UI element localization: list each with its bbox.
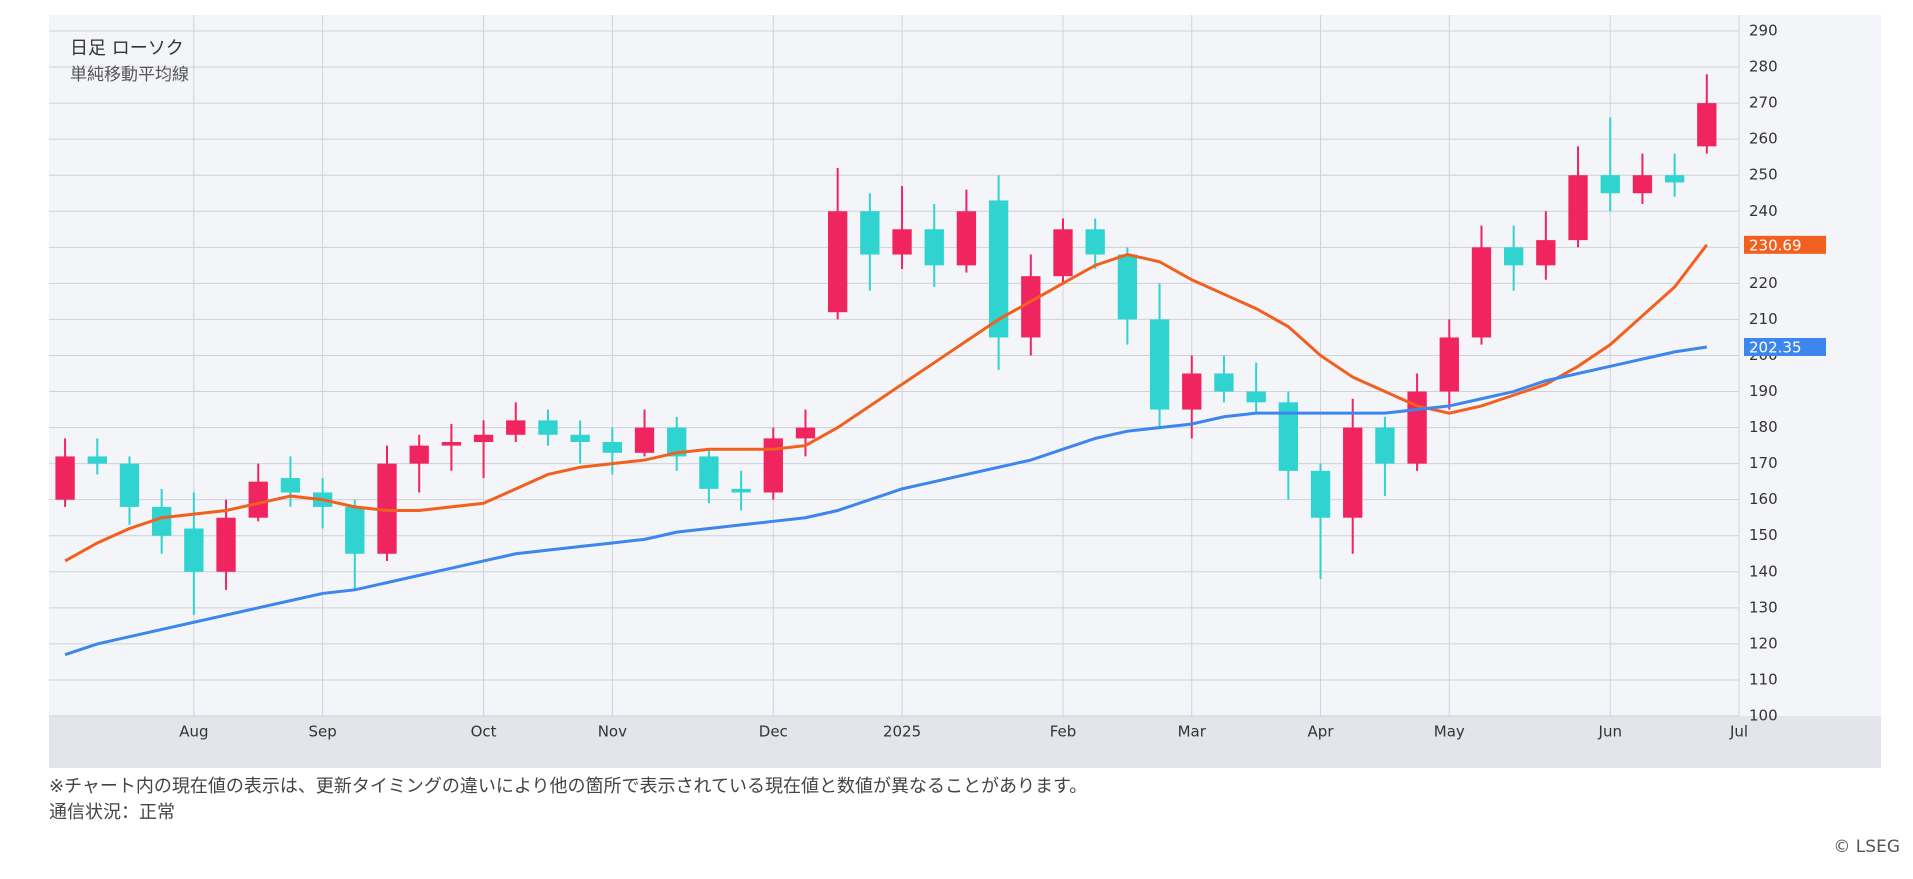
- x-axis-band: [49, 716, 1881, 768]
- candle-body: [1697, 103, 1717, 147]
- y-tick-label: 120: [1749, 634, 1778, 652]
- x-tick-label: Feb: [1050, 723, 1077, 741]
- candle-body: [1085, 229, 1105, 255]
- x-tick-label: Dec: [759, 723, 788, 741]
- candle-body: [1182, 373, 1202, 410]
- candle-body: [216, 517, 236, 572]
- last-value-label: 202.35: [1749, 339, 1802, 357]
- candle-body: [248, 481, 268, 518]
- candle-body: [667, 427, 687, 457]
- candle-body: [184, 528, 204, 572]
- candle-body: [280, 478, 301, 493]
- candle-body: [152, 506, 172, 536]
- candle-body: [1214, 373, 1234, 392]
- x-tick-label: Mar: [1178, 723, 1207, 741]
- candle-body: [699, 456, 719, 489]
- x-tick-label: 2025: [883, 723, 921, 741]
- y-tick-label: 240: [1749, 202, 1778, 220]
- candle-body: [473, 434, 494, 442]
- y-tick-label: 100: [1749, 707, 1778, 725]
- candle-body: [409, 445, 429, 464]
- y-tick-label: 270: [1749, 94, 1778, 112]
- candle-body: [1343, 427, 1363, 518]
- x-tick-label: Nov: [598, 723, 627, 741]
- x-tick-label: Oct: [471, 723, 497, 741]
- moving-average: [64, 243, 1709, 563]
- candle-body: [988, 200, 1009, 338]
- candle-body: [795, 427, 816, 439]
- candle-body: [1504, 247, 1524, 266]
- y-tick-label: 190: [1749, 382, 1778, 400]
- candle-body: [828, 211, 848, 313]
- last-value-label: 230.69: [1749, 236, 1802, 254]
- note: 通信状況：正常: [49, 802, 175, 823]
- x-tick-label: Sep: [308, 723, 336, 741]
- candle-body: [1053, 229, 1073, 277]
- candle-body: [1471, 247, 1492, 338]
- candle-body: [377, 463, 397, 554]
- candle-body: [1632, 175, 1653, 194]
- candle-body: [538, 420, 558, 435]
- x-tick-label: Aug: [179, 723, 208, 741]
- candle-body: [763, 438, 783, 493]
- x-tick-label: Jul: [1729, 723, 1748, 741]
- y-tick-label: 140: [1749, 562, 1778, 580]
- candle-body: [1375, 427, 1395, 464]
- candle-body: [1600, 175, 1620, 194]
- y-tick-label: 220: [1749, 274, 1778, 292]
- candle-body: [1117, 254, 1138, 320]
- candle-body: [345, 506, 365, 554]
- y-tick-label: 160: [1749, 490, 1778, 508]
- candle-body: [634, 427, 655, 453]
- candle-body: [1246, 391, 1266, 403]
- candle-body: [1278, 402, 1298, 471]
- grid: [49, 15, 1740, 717]
- candle-body: [924, 229, 944, 266]
- candle-body: [441, 442, 462, 446]
- candle-body: [506, 420, 526, 435]
- y-tick-label: 170: [1749, 454, 1778, 472]
- candle-body: [1310, 470, 1331, 518]
- candle-body: [55, 456, 75, 500]
- y-tick-label: 130: [1749, 598, 1778, 616]
- marks: [55, 74, 1717, 657]
- candle-body: [1021, 276, 1041, 338]
- copyright: © LSEG: [1833, 837, 1900, 857]
- y-tick-label: 180: [1749, 418, 1778, 436]
- candle-body: [602, 442, 622, 453]
- last-value-box: [1744, 235, 1826, 254]
- candle-body: [731, 488, 751, 493]
- x-tick-label: Jun: [1598, 723, 1622, 741]
- candle-body: [860, 211, 880, 255]
- candle-body: [87, 456, 107, 464]
- candle-body: [1149, 319, 1170, 410]
- candle-body: [119, 463, 140, 507]
- candle-body: [1664, 175, 1685, 183]
- y-tick-label: 290: [1749, 22, 1778, 40]
- candle-body: [1536, 240, 1556, 266]
- y-tick-label: 260: [1749, 130, 1778, 148]
- x-tick-label: May: [1434, 723, 1465, 741]
- chart-title: 日足 ローソク: [70, 38, 184, 59]
- x-tick-label: Apr: [1308, 723, 1335, 741]
- candle-body: [892, 229, 912, 255]
- moving-average: [64, 345, 1708, 657]
- candle-body: [1439, 337, 1459, 392]
- y-tick-label: 150: [1749, 526, 1778, 544]
- y-tick-label: 250: [1749, 166, 1778, 184]
- chart-subtitle: 単純移動平均線: [70, 65, 189, 85]
- candle-body: [956, 211, 977, 266]
- candle-body: [570, 434, 590, 442]
- candle-body: [1568, 175, 1588, 241]
- y-tick-label: 280: [1749, 58, 1778, 76]
- y-tick-label: 210: [1749, 310, 1778, 328]
- note: ※チャート内の現在値の表示は、更新タイミングの違いにより他の箇所で表示されている…: [49, 776, 1087, 797]
- y-tick-label: 110: [1749, 670, 1778, 688]
- last-value-box: [1744, 338, 1826, 357]
